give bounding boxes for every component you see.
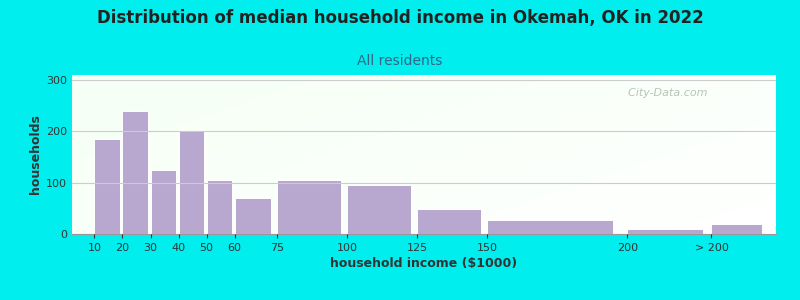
Text: City-Data.com: City-Data.com xyxy=(621,88,708,98)
Text: All residents: All residents xyxy=(358,54,442,68)
Bar xyxy=(711,224,762,234)
Text: Distribution of median household income in Okemah, OK in 2022: Distribution of median household income … xyxy=(97,9,703,27)
Bar xyxy=(347,185,411,234)
Bar xyxy=(94,139,120,234)
Bar xyxy=(178,131,204,234)
Bar xyxy=(417,209,482,234)
Bar xyxy=(277,180,342,234)
Bar xyxy=(150,170,176,234)
Bar xyxy=(234,198,271,234)
Bar xyxy=(627,229,703,234)
Y-axis label: households: households xyxy=(29,115,42,194)
Bar xyxy=(122,111,148,234)
Bar xyxy=(487,220,614,234)
Bar xyxy=(206,180,232,234)
X-axis label: household income ($1000): household income ($1000) xyxy=(330,257,518,270)
